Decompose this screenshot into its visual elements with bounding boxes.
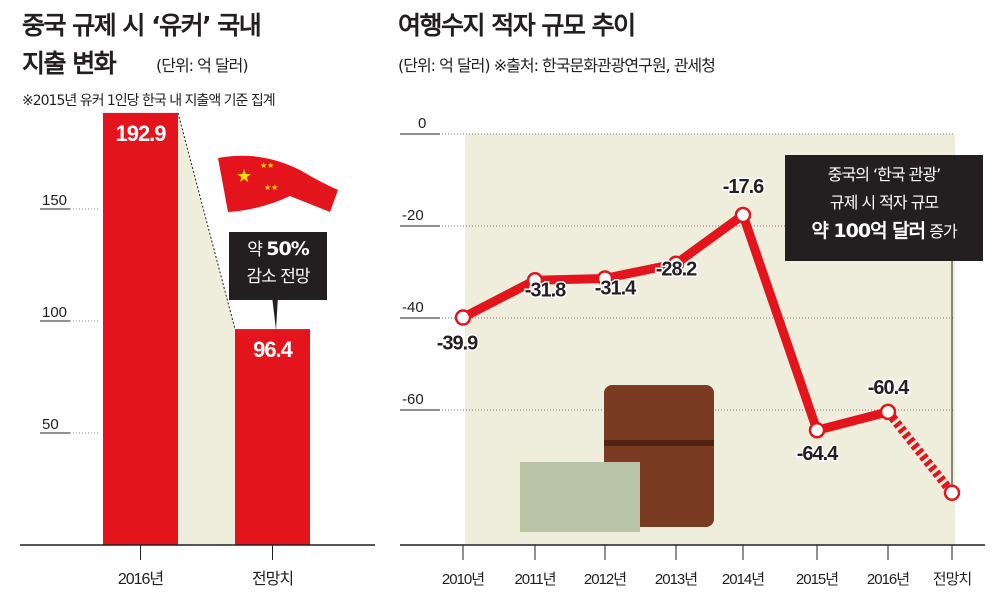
bar-value-label: 96.4 — [253, 337, 294, 362]
data-point — [734, 206, 752, 224]
data-label: -31.4 — [595, 277, 637, 299]
left-note: ※2015년 유커 1인당 한국 내 지출액 기준 집계 — [22, 93, 276, 109]
data-label: -60.4 — [868, 377, 910, 399]
data-point — [454, 309, 472, 326]
data-label: -31.8 — [525, 279, 566, 301]
callout-line1: 중국의 ‘한국 관광’ — [827, 165, 941, 184]
callout-line3-rest: 증가 — [925, 222, 957, 241]
flag-star-icon: ★★ — [264, 183, 278, 192]
data-point — [808, 421, 826, 439]
data-point — [596, 270, 614, 287]
x-tick-label: 2014년 — [722, 571, 764, 588]
y-tick-label: -60 — [402, 391, 424, 408]
china-flag-icon — [218, 155, 338, 212]
left-callout: 약 50% 감소 전망 — [229, 232, 327, 300]
x-tick-label: 2010년 — [442, 571, 484, 588]
right-unit-source: (단위: 억 달러) ※출처: 한국문화관광연구원, 관세청 — [398, 56, 716, 75]
data-label: -28.2 — [656, 259, 697, 281]
bar-value-label: 192.9 — [115, 121, 166, 146]
x-tick-label: 2012년 — [584, 571, 626, 588]
callout-text: 약 — [247, 240, 267, 260]
data-point — [667, 255, 685, 272]
left-title-line2: 지출 변화 — [22, 49, 117, 78]
y-tick-label: -20 — [402, 207, 424, 224]
projected-series-line — [884, 409, 956, 496]
y-tick-label: 0 — [418, 115, 426, 132]
flag-star-icon: ★★ — [260, 161, 274, 170]
callout-amount: 약 100억 달러 — [811, 220, 926, 242]
y-tick-label: 50 — [42, 416, 59, 433]
money-stack-icon — [520, 462, 640, 532]
left-title-line1: 중국 규제 시 ‘유커’ 국내 — [22, 11, 262, 40]
bar-connector — [178, 112, 235, 546]
callout-line2: 규제 시 적자 규모 — [829, 193, 939, 212]
data-label: -39.9 — [437, 333, 478, 355]
data-label: -64.4 — [797, 443, 839, 465]
x-tick-label: 2016년 — [118, 570, 164, 588]
x-tick-label: 2013년 — [655, 571, 697, 588]
y-tick-label: 150 — [42, 192, 67, 209]
bar-0 — [103, 112, 178, 546]
left-unit: (단위: 억 달러) — [156, 56, 249, 75]
x-tick-label: 2016년 — [867, 571, 909, 588]
callout-pointer — [272, 296, 278, 330]
callout-percent: 50% — [266, 238, 309, 260]
y-tick-label: 100 — [42, 304, 67, 321]
right-callout: 중국의 ‘한국 관광’ 규제 시 적자 규모 약 100억 달러 증가 — [785, 155, 983, 261]
suitcase-strap — [604, 440, 714, 446]
data-point — [526, 272, 544, 289]
data-point — [879, 403, 897, 421]
x-tick-label: 전망치 — [252, 570, 293, 588]
callout-text: 감소 전망 — [246, 267, 311, 287]
data-label: -17.6 — [723, 176, 764, 198]
x-tick-label: 전망치 — [933, 571, 971, 588]
flag-star-icon: ★ — [236, 166, 252, 186]
y-tick-label: -40 — [402, 299, 424, 316]
bar-1 — [235, 329, 310, 545]
x-tick-label: 2011년 — [514, 571, 555, 588]
data-point — [943, 484, 961, 502]
connector-line — [177, 112, 236, 330]
x-tick-label: 2015년 — [796, 571, 838, 588]
right-title: 여행수지 적자 규모 추이 — [398, 11, 636, 40]
